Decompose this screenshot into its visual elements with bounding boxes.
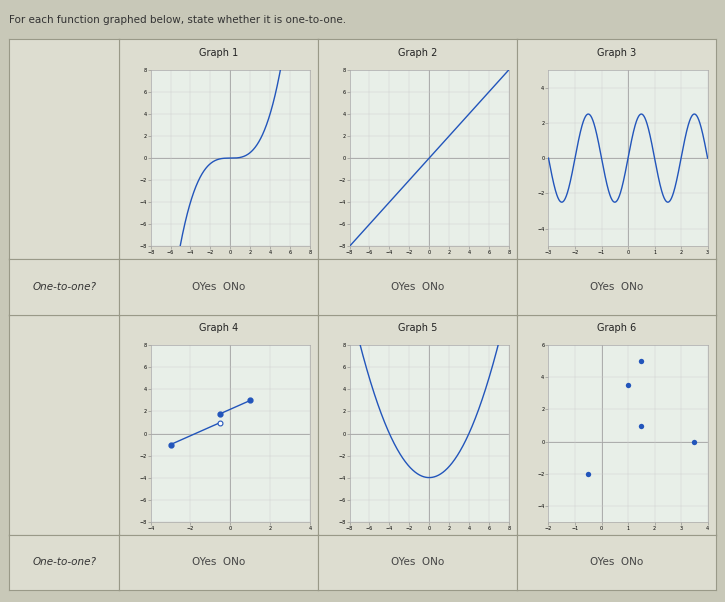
Text: Graph 3: Graph 3 — [597, 48, 636, 58]
Text: Graph 5: Graph 5 — [397, 323, 437, 334]
Text: OYes  ONo: OYes ONo — [391, 282, 444, 292]
Text: Graph 1: Graph 1 — [199, 48, 238, 58]
Text: Graph 2: Graph 2 — [397, 48, 437, 58]
Text: For each function graphed below, state whether it is one-to-one.: For each function graphed below, state w… — [9, 15, 347, 25]
Text: Graph 4: Graph 4 — [199, 323, 238, 334]
Point — [582, 469, 594, 479]
Text: One-to-one?: One-to-one? — [32, 282, 96, 292]
Text: OYes  ONo: OYes ONo — [191, 557, 245, 568]
Text: Graph 6: Graph 6 — [597, 323, 636, 334]
Text: One-to-one?: One-to-one? — [32, 557, 96, 568]
Text: OYes  ONo: OYes ONo — [391, 557, 444, 568]
Point — [636, 356, 647, 366]
Point — [622, 380, 634, 390]
Text: OYes  ONo: OYes ONo — [191, 282, 245, 292]
Point — [636, 421, 647, 430]
Point — [689, 436, 700, 446]
Text: OYes  ONo: OYes ONo — [589, 557, 643, 568]
Text: OYes  ONo: OYes ONo — [589, 282, 643, 292]
